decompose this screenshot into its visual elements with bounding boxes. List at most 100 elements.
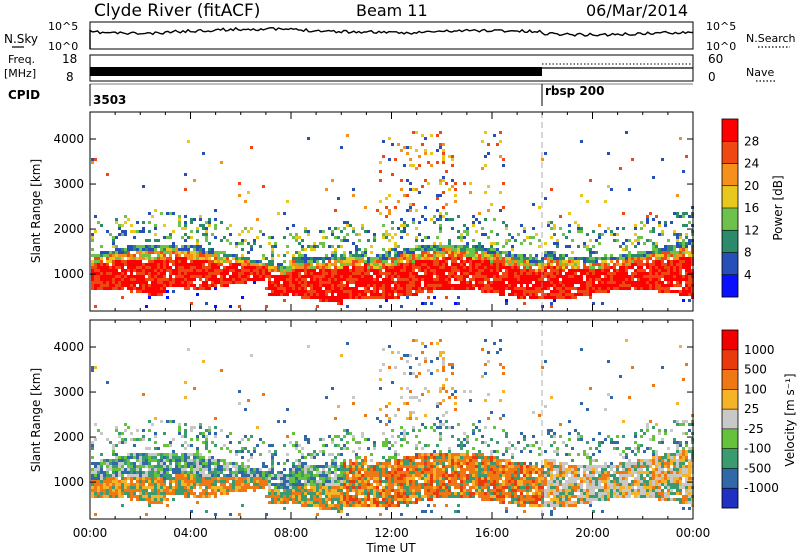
power-cell	[547, 293, 550, 296]
velocity-cell	[124, 462, 127, 465]
power-cell	[628, 257, 631, 260]
power-cell	[445, 248, 448, 251]
velocity-cell	[283, 474, 286, 477]
power-cell	[643, 251, 646, 254]
power-cell	[490, 266, 493, 269]
velocity-cell	[325, 498, 328, 501]
power-cell	[280, 266, 283, 269]
velocity-cell	[100, 474, 103, 477]
velocity-cell	[100, 462, 103, 465]
power-cell	[493, 290, 496, 293]
velocity-cell	[157, 465, 160, 468]
power-cell	[472, 269, 475, 272]
power-cell	[442, 155, 445, 158]
velocity-cell	[337, 405, 340, 408]
velocity-cell	[97, 465, 100, 468]
velocity-cell	[307, 489, 310, 492]
power-cell	[322, 296, 325, 299]
power-cell	[598, 233, 601, 236]
velocity-cell	[208, 471, 211, 474]
velocity-cell	[136, 456, 139, 459]
power-cell	[109, 260, 112, 263]
power-cell	[475, 260, 478, 263]
velocity-cell	[304, 462, 307, 465]
power-cell	[424, 257, 427, 260]
velocity-cell	[229, 441, 232, 444]
power-cell	[397, 293, 400, 296]
power-cell	[208, 266, 211, 269]
power-cell	[160, 248, 163, 251]
velocity-cell	[220, 489, 223, 492]
power-cell	[532, 290, 535, 293]
power-cell	[442, 179, 445, 182]
power-cell	[448, 242, 451, 245]
power-cell	[361, 266, 364, 269]
velocity-cell	[292, 468, 295, 471]
power-cell	[631, 242, 634, 245]
power-cell	[415, 188, 418, 191]
power-cell	[142, 254, 145, 257]
power-cell	[541, 272, 544, 275]
power-cell	[601, 263, 604, 266]
power-cell	[295, 290, 298, 293]
power-cell	[238, 260, 241, 263]
power-cell	[424, 206, 427, 209]
velocity-cell	[301, 447, 304, 450]
power-cell	[250, 260, 253, 263]
power-cell	[169, 257, 172, 260]
power-cell	[478, 281, 481, 284]
velocity-cell	[322, 486, 325, 489]
power-cell	[142, 272, 145, 275]
velocity-cell	[100, 480, 103, 483]
power-cell	[601, 290, 604, 293]
power-cell	[181, 227, 184, 230]
power-cell	[151, 278, 154, 281]
power-cell	[364, 281, 367, 284]
velocity-cell	[277, 420, 280, 423]
power-cell	[97, 257, 100, 260]
velocity-cell	[154, 477, 157, 480]
power-cell	[445, 266, 448, 269]
power-cell	[514, 281, 517, 284]
power-cell	[565, 278, 568, 281]
power-cell	[613, 275, 616, 278]
power-cell	[496, 284, 499, 287]
power-cell	[529, 269, 532, 272]
velocity-cell	[307, 438, 310, 441]
power-cell	[436, 194, 439, 197]
power-cell	[472, 257, 475, 260]
velocity-cell	[115, 468, 118, 471]
power-cell	[361, 284, 364, 287]
velocity-cell	[283, 444, 286, 447]
velocity-cell	[247, 471, 250, 474]
power-cell	[139, 287, 142, 290]
velocity-cell	[109, 477, 112, 480]
power-cell	[280, 293, 283, 296]
power-cell	[520, 272, 523, 275]
velocity-cell	[385, 414, 388, 417]
power-cell	[508, 281, 511, 284]
velocity-cell	[283, 507, 286, 510]
power-cell	[424, 245, 427, 248]
power-cell	[349, 224, 352, 227]
velocity-cell	[376, 471, 379, 474]
power-cell	[433, 248, 436, 251]
power-cell	[505, 302, 508, 305]
power-cell	[634, 269, 637, 272]
power-cell	[589, 269, 592, 272]
velocity-cell	[112, 483, 115, 486]
velocity-cell	[118, 486, 121, 489]
power-cell	[547, 224, 550, 227]
power-cell	[127, 218, 130, 221]
power-cell	[256, 218, 259, 221]
power-cell	[469, 191, 472, 194]
power-cell	[445, 269, 448, 272]
power-cell	[196, 257, 199, 260]
power-cell	[214, 275, 217, 278]
power-cell	[151, 215, 154, 218]
power-cell	[565, 293, 568, 296]
power-cell	[325, 272, 328, 275]
power-cell	[661, 233, 664, 236]
velocity-cell	[277, 462, 280, 465]
power-cell	[256, 263, 259, 266]
